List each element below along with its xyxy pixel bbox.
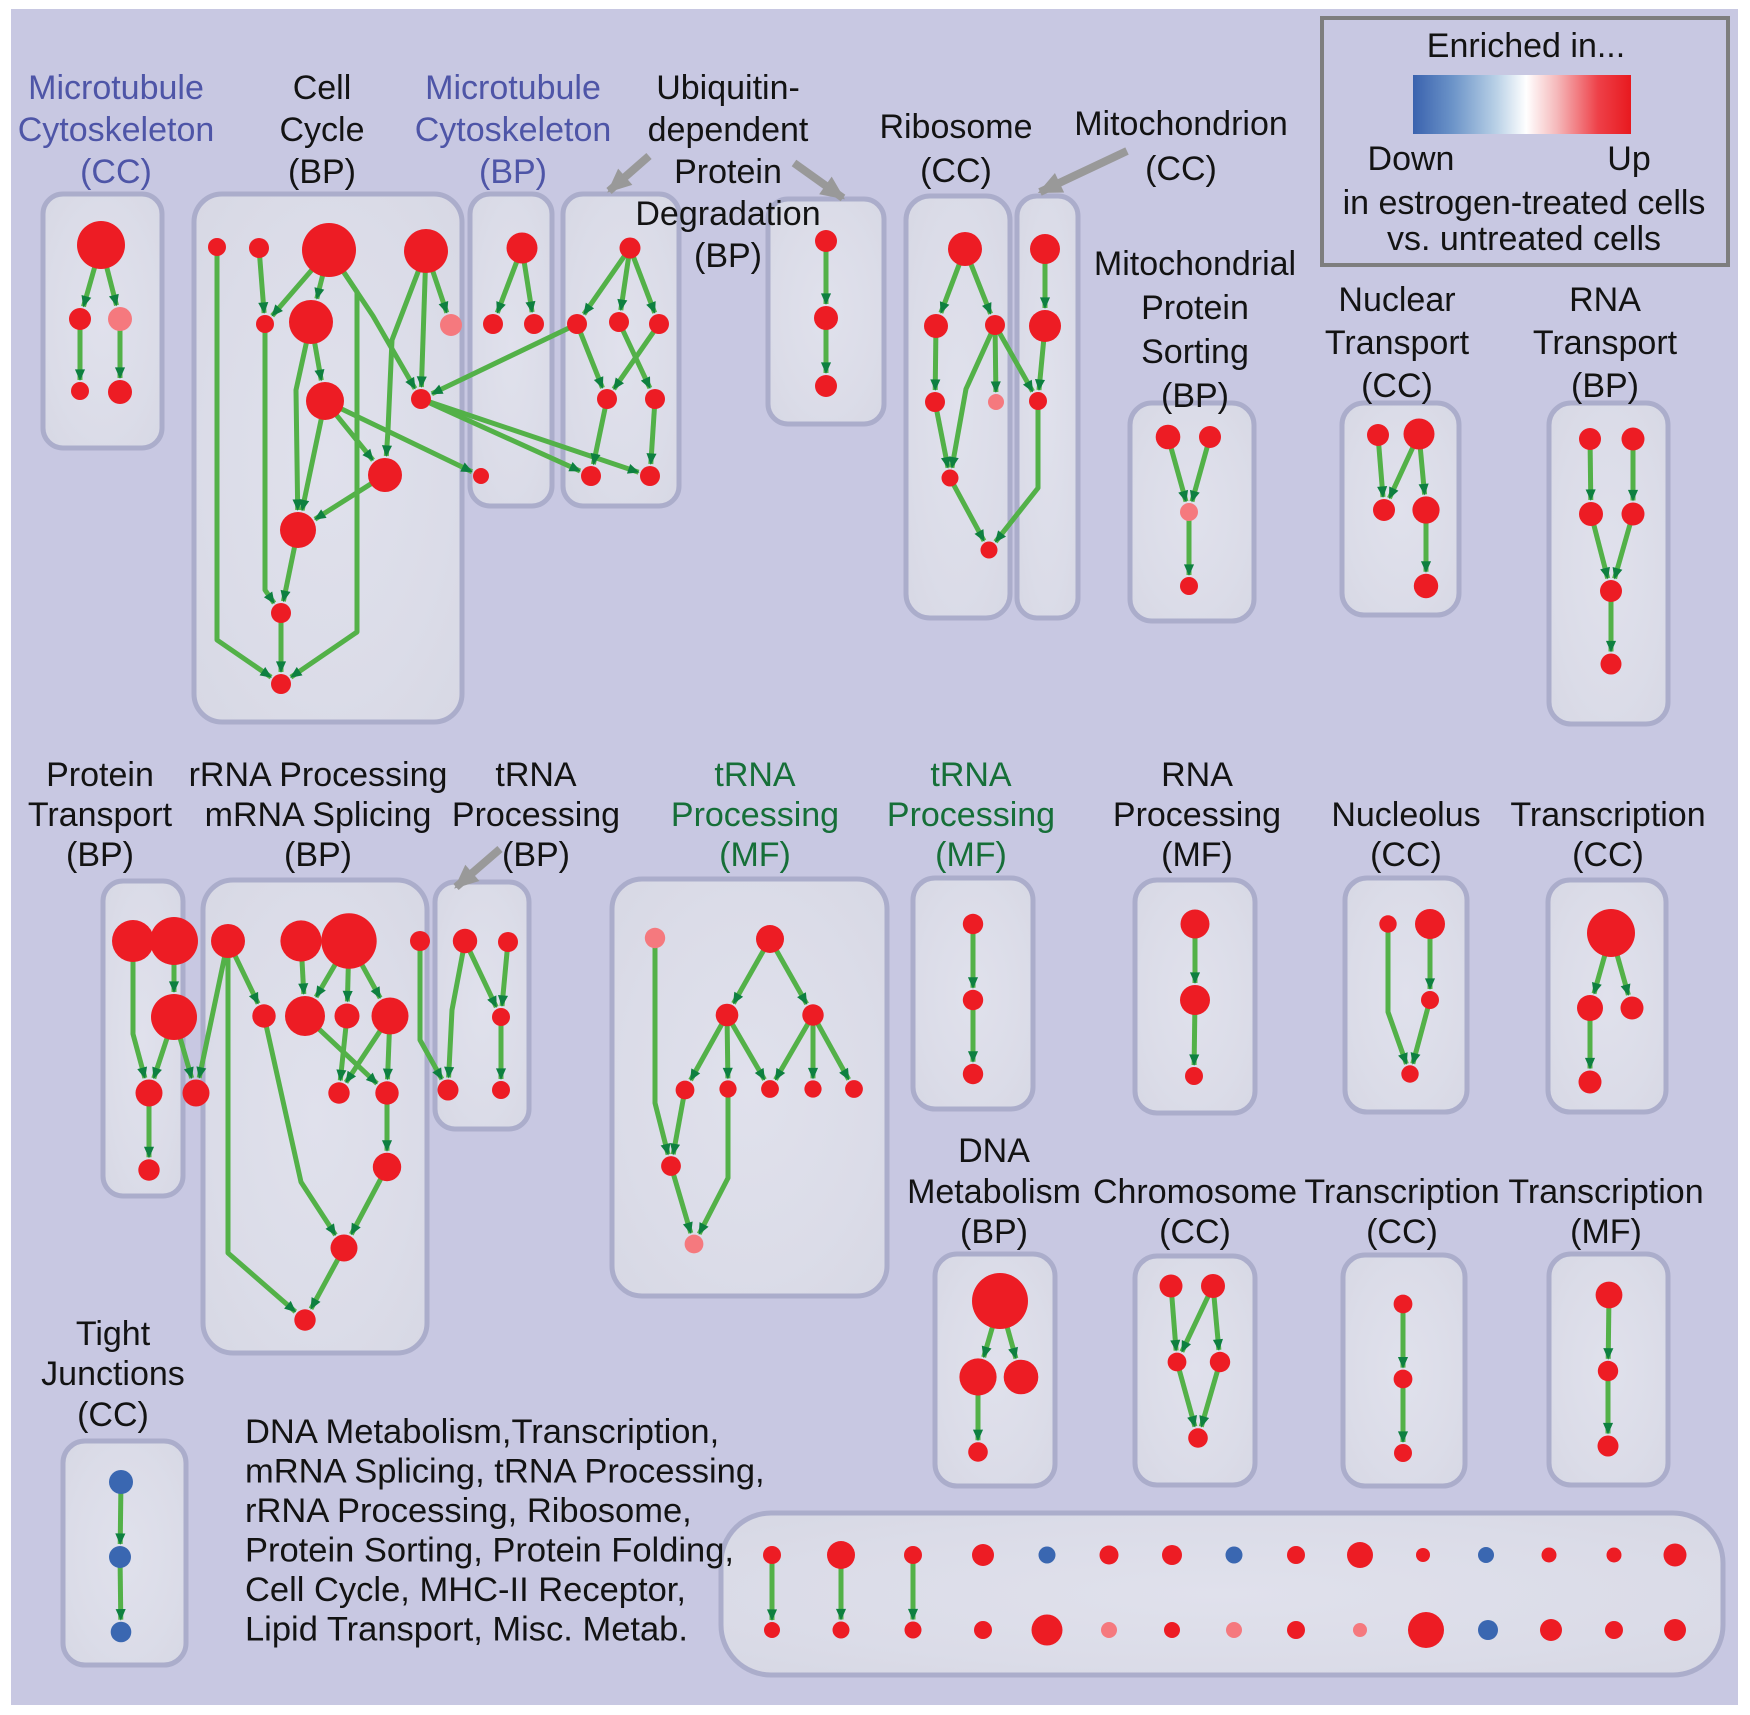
- svg-text:rRNA Processing: rRNA Processing: [189, 756, 448, 794]
- svg-text:DNA: DNA: [958, 1132, 1030, 1170]
- svg-text:Degradation: Degradation: [635, 195, 820, 233]
- svg-text:Cytoskeleton: Cytoskeleton: [415, 111, 612, 149]
- svg-text:(CC): (CC): [1145, 150, 1217, 188]
- svg-text:(BP): (BP): [1571, 367, 1639, 405]
- svg-text:Cytoskeleton: Cytoskeleton: [18, 111, 215, 149]
- svg-text:vs. untreated cells: vs. untreated cells: [1387, 220, 1661, 258]
- svg-text:Chromosome: Chromosome: [1093, 1173, 1297, 1211]
- svg-text:Transcription: Transcription: [1304, 1173, 1499, 1211]
- svg-text:Transcription: Transcription: [1510, 796, 1705, 834]
- svg-text:Microtubule: Microtubule: [425, 69, 601, 107]
- svg-text:Cell: Cell: [293, 69, 352, 107]
- svg-text:DNA Metabolism,Transcription,: DNA Metabolism,Transcription,: [245, 1413, 719, 1451]
- svg-text:Cell Cycle, MHC-II Receptor,: Cell Cycle, MHC-II Receptor,: [245, 1571, 686, 1609]
- svg-text:(CC): (CC): [920, 152, 992, 190]
- svg-text:(MF): (MF): [1570, 1213, 1642, 1251]
- svg-text:Nuclear: Nuclear: [1338, 281, 1455, 319]
- svg-text:(CC): (CC): [1572, 836, 1644, 874]
- svg-text:Up: Up: [1607, 140, 1650, 178]
- svg-text:(BP): (BP): [1161, 377, 1229, 415]
- svg-text:RNA: RNA: [1569, 281, 1641, 319]
- svg-text:Protein: Protein: [1141, 289, 1249, 327]
- svg-text:Junctions: Junctions: [41, 1355, 185, 1393]
- svg-text:Processing: Processing: [452, 796, 620, 834]
- svg-text:RNA: RNA: [1161, 756, 1233, 794]
- svg-text:Tight: Tight: [76, 1315, 151, 1353]
- svg-text:Protein: Protein: [674, 153, 782, 191]
- svg-text:(CC): (CC): [77, 1396, 149, 1434]
- svg-text:Microtubule: Microtubule: [28, 69, 204, 107]
- svg-text:in estrogen-treated cells: in estrogen-treated cells: [1343, 184, 1706, 222]
- svg-text:Metabolism: Metabolism: [907, 1173, 1081, 1211]
- svg-text:(MF): (MF): [719, 836, 791, 874]
- svg-text:Nucleolus: Nucleolus: [1331, 796, 1480, 834]
- svg-text:(BP): (BP): [284, 836, 352, 874]
- svg-text:(CC): (CC): [80, 153, 152, 191]
- svg-text:tRNA: tRNA: [714, 756, 796, 794]
- svg-text:tRNA: tRNA: [930, 756, 1012, 794]
- svg-text:Protein Sorting, Protein Foldi: Protein Sorting, Protein Folding,: [245, 1532, 734, 1570]
- svg-text:(MF): (MF): [935, 836, 1007, 874]
- svg-text:Transport: Transport: [28, 796, 173, 834]
- svg-text:mRNA Splicing: mRNA Splicing: [205, 796, 432, 834]
- svg-text:Down: Down: [1368, 140, 1455, 178]
- svg-text:Enriched in...: Enriched in...: [1427, 27, 1625, 65]
- svg-text:Mitochondrion: Mitochondrion: [1074, 105, 1288, 143]
- svg-text:tRNA: tRNA: [495, 756, 577, 794]
- svg-text:(BP): (BP): [694, 237, 762, 275]
- svg-text:(CC): (CC): [1366, 1213, 1438, 1251]
- svg-text:Cycle: Cycle: [279, 111, 364, 149]
- svg-text:Protein: Protein: [46, 756, 154, 794]
- svg-text:Mitochondrial: Mitochondrial: [1094, 245, 1296, 283]
- svg-text:mRNA Splicing, tRNA Processing: mRNA Splicing, tRNA Processing,: [245, 1453, 765, 1491]
- svg-text:Processing: Processing: [887, 796, 1055, 834]
- svg-text:Transcription: Transcription: [1508, 1173, 1703, 1211]
- svg-text:Sorting: Sorting: [1141, 333, 1249, 371]
- svg-text:(BP): (BP): [66, 836, 134, 874]
- svg-text:Lipid Transport, Misc. Metab.: Lipid Transport, Misc. Metab.: [245, 1611, 688, 1649]
- svg-text:(CC): (CC): [1159, 1213, 1231, 1251]
- svg-text:Ubiquitin-: Ubiquitin-: [656, 69, 800, 107]
- svg-text:Transport: Transport: [1325, 324, 1470, 362]
- svg-text:Processing: Processing: [671, 796, 839, 834]
- svg-text:rRNA Processing, Ribosome,: rRNA Processing, Ribosome,: [245, 1492, 692, 1530]
- svg-text:(CC): (CC): [1361, 367, 1433, 405]
- svg-text:Processing: Processing: [1113, 796, 1281, 834]
- svg-text:(BP): (BP): [502, 836, 570, 874]
- svg-text:(BP): (BP): [479, 153, 547, 191]
- svg-text:(BP): (BP): [288, 153, 356, 191]
- svg-text:Transport: Transport: [1533, 324, 1678, 362]
- svg-text:Ribosome: Ribosome: [879, 108, 1032, 146]
- svg-text:dependent: dependent: [648, 111, 809, 149]
- svg-text:(CC): (CC): [1370, 836, 1442, 874]
- svg-text:(BP): (BP): [960, 1213, 1028, 1251]
- svg-text:(MF): (MF): [1161, 836, 1233, 874]
